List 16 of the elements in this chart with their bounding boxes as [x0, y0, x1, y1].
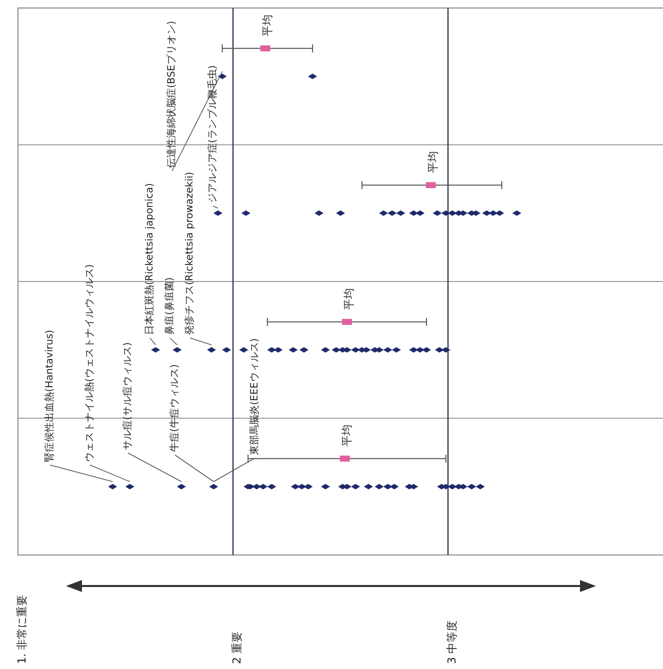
annotation: 伝達性海綿状脳症(BSEプリオン) — [166, 20, 178, 168]
annotation: 鼻疽(鼻疽菌) — [164, 277, 176, 335]
text: 平均 — [260, 14, 274, 36]
x-tick-label: 2 重要 — [230, 632, 244, 664]
annotation: サル痘(サル痘ウィルス) — [122, 342, 134, 450]
annotation: 日本紅斑熱(Rickettsia japonica) — [144, 183, 156, 335]
text: 平均 — [340, 424, 354, 447]
x-tick-label: 3 中等度 — [446, 620, 458, 664]
annotation: 牛痘(牛痘ウィルス) — [168, 364, 180, 452]
annotation: 腎症候性出血熱(Hantavirus) — [44, 330, 56, 462]
annotation: 発疹チフス(Rickettsia prowazekii) — [184, 172, 196, 335]
text: 平均 — [342, 288, 356, 310]
annotation: 東部馬脳炎(EEEウィルス) — [248, 338, 260, 455]
annotation: ウェストナイル熱(ウェストナイルウィルス) — [84, 264, 96, 462]
text: 平均 — [426, 151, 440, 174]
x-tick-label: 1. 非常に重要 — [16, 595, 28, 664]
